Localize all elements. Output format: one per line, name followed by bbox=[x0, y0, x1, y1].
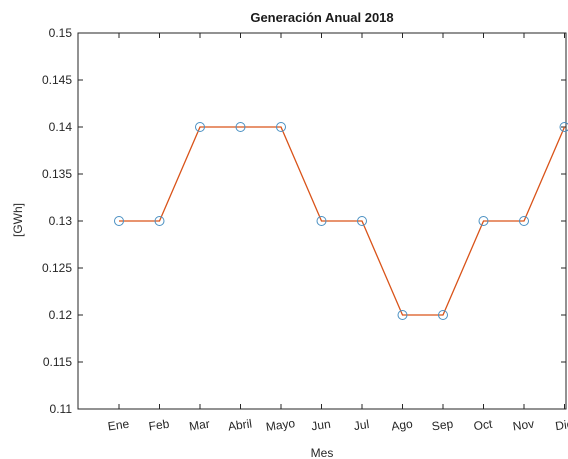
y-tick-label: 0.115 bbox=[43, 355, 72, 369]
x-tick-label: Jun bbox=[310, 417, 331, 434]
data-point-marker bbox=[276, 122, 286, 132]
x-tick-label: Sep bbox=[431, 417, 454, 434]
y-axis-ticks: 0.11 0.115 0.12 0.125 0.13 0.135 0.14 0.145 0.15 bbox=[42, 26, 566, 416]
data-point-marker bbox=[235, 122, 246, 132]
data-point-marker bbox=[397, 310, 408, 320]
y-tick-label: 0.14 bbox=[49, 120, 73, 134]
y-tick-label: 0.13 bbox=[49, 214, 73, 228]
data-point-marker bbox=[478, 216, 489, 226]
x-tick-label: Nov bbox=[512, 417, 535, 434]
y-tick-label: 0.15 bbox=[49, 26, 73, 40]
x-tick-label: Ago bbox=[390, 417, 413, 434]
x-tick-label: Abril bbox=[227, 416, 253, 433]
x-tick-label: Dic bbox=[554, 417, 568, 433]
data-point-marker bbox=[519, 216, 529, 226]
data-point-marker bbox=[154, 216, 165, 226]
series-markers bbox=[114, 122, 568, 320]
data-point-marker bbox=[114, 216, 124, 226]
data-point-marker bbox=[195, 122, 205, 132]
series-line bbox=[119, 126, 566, 316]
data-point-marker bbox=[559, 122, 568, 132]
y-axis-label: [GWh] bbox=[11, 203, 25, 237]
x-tick-label: Mayo bbox=[265, 416, 296, 434]
x-axis-label: Mes bbox=[311, 446, 334, 459]
y-tick-label: 0.125 bbox=[42, 261, 72, 275]
x-tick-label: Oct bbox=[473, 417, 494, 434]
x-tick-label: Feb bbox=[148, 417, 171, 434]
y-tick-label: 0.12 bbox=[49, 308, 73, 322]
x-axis-ticks: Ene Feb Mar Abril Mayo Jun Jul Ago Sep Oct Nov Dic bbox=[107, 33, 568, 434]
y-tick-label: 0.145 bbox=[42, 73, 72, 87]
data-point-marker bbox=[316, 216, 327, 226]
x-tick-label: Jul bbox=[353, 417, 370, 433]
x-tick-label: Ene bbox=[107, 417, 130, 434]
y-tick-label: 0.11 bbox=[50, 402, 73, 416]
x-tick-label: Mar bbox=[188, 417, 210, 434]
data-point-marker bbox=[438, 310, 448, 320]
y-tick-label: 0.135 bbox=[42, 167, 72, 181]
series-lines bbox=[119, 126, 566, 316]
data-point-marker bbox=[357, 216, 367, 226]
chart-title: Generación Anual 2018 bbox=[250, 10, 393, 25]
